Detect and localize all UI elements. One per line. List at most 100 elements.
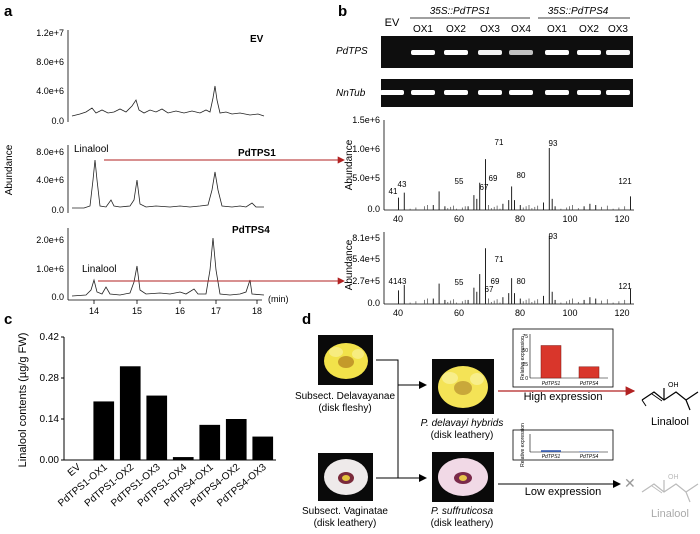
y-tick: 1.5e+6 <box>352 115 380 125</box>
product-linalool-bottom: Linalool <box>651 508 689 520</box>
mini-chart-low: Relative expression PdTPS1 PdTPS4 <box>512 423 614 467</box>
panel-d: d Subsect. Delavayanae (disk fleshy) Sub… <box>295 311 699 529</box>
panel-a-ylabel: Abundance <box>4 144 15 195</box>
y-tick: 0.0 <box>367 204 380 214</box>
peak-label: 67 <box>480 183 489 192</box>
chromatogram-line <box>71 85 265 117</box>
mini-y-tick: 75 <box>522 334 528 340</box>
gel-band <box>577 90 601 95</box>
y-tick: 0.0 <box>51 205 64 215</box>
x-tick: 40 <box>393 214 403 224</box>
bar <box>146 395 168 460</box>
panel-b: b EV 35S::PdTPS1 35S::PdTPS4 OX1 OX2 OX3 OX… <box>336 3 634 318</box>
mini-category: PdTPS4 <box>580 381 599 387</box>
mini-category: PdTPS1 <box>542 381 561 387</box>
lane-label: OX3 <box>480 24 500 35</box>
lane-label: OX2 <box>446 24 466 35</box>
peak-label: 71 <box>495 255 504 264</box>
y-tick: 8.0e+6 <box>36 57 64 67</box>
bands-pdtps <box>411 50 630 55</box>
gel-band <box>606 90 630 95</box>
panel-a: a Abundance EV 1.2e+7 8.0e+6 4.0e+6 0.0 … <box>4 3 345 316</box>
group-header-1: 35S::PdTPS1 <box>430 6 491 17</box>
x-tick: 16 <box>175 306 185 316</box>
y-tick: 0.0 <box>51 292 64 302</box>
x-tick: 100 <box>562 214 577 224</box>
flower-photo-suffruticosa <box>432 452 494 502</box>
peak-label: 71 <box>495 138 504 147</box>
mass-spectrum-2: Abundance 8.1e+5 5.4e+5 2.7e+5 0.0 41 43… <box>344 232 634 318</box>
x-tick: 80 <box>515 214 525 224</box>
mini-ylabel: Relative expression <box>520 336 526 380</box>
peak-label: 43 <box>398 277 407 286</box>
mini-y-tick: 25 <box>522 362 528 368</box>
label-high-expression: High expression <box>524 391 603 403</box>
mini-bars-high <box>540 345 600 379</box>
caption-vaginatae-1: Subsect. Vaginatae <box>302 506 388 517</box>
bar <box>252 436 274 460</box>
bar <box>172 457 194 460</box>
mass-spectrum-1: Abundance 1.5e+6 1.0e+6 5.0e+5 0.0 41 43… <box>344 115 634 224</box>
x-tick: 40 <box>393 308 403 318</box>
panel-label-c: c <box>4 311 12 328</box>
bar <box>119 366 141 460</box>
y-tick: 1.2e+7 <box>36 28 64 38</box>
lane-label: OX1 <box>547 24 567 35</box>
y-tick: 2.7e+5 <box>352 276 380 286</box>
oh-label: OH <box>668 382 679 389</box>
y-tick: 0.0 <box>367 298 380 308</box>
bar <box>225 419 247 460</box>
cross-icon: ✕ <box>624 475 636 491</box>
y-tick: 1.0e+6 <box>352 144 380 154</box>
gel-band <box>444 50 468 55</box>
gel-band <box>411 90 435 95</box>
mini-category: PdTPS4 <box>580 454 599 460</box>
flower-photo-delavayi-hybrid <box>432 359 494 414</box>
bar <box>93 401 115 460</box>
y-tick-label: 0.28 <box>40 373 60 384</box>
gene-row-label: NnTub <box>336 88 366 99</box>
peak-annotation: Linalool <box>82 264 116 275</box>
trace-title: PdTPS1 <box>238 148 276 159</box>
lane-label: OX3 <box>608 24 628 35</box>
mini-category: PdTPS1 <box>542 454 561 460</box>
caption-hybrid-2: (disk leathery) <box>431 430 494 441</box>
panel-label-d: d <box>302 311 311 328</box>
lane-labels: OX1 OX2 OX3 OX4 OX1 OX2 OX3 <box>413 24 628 35</box>
spectrum-peaks <box>398 148 631 210</box>
trace-ev: EV 1.2e+7 8.0e+6 4.0e+6 0.0 <box>36 28 265 126</box>
peak-label: 55 <box>455 278 464 287</box>
mini-bar <box>540 345 562 379</box>
gel-band <box>444 90 468 95</box>
spectrum-ylabel: Abundance <box>344 139 355 190</box>
bar-chart: 0.000.140.280.42EVPdTPS1-OX1PdTPS1-OX2Pd… <box>40 332 276 509</box>
lane-label: OX2 <box>579 24 599 35</box>
flower-photo-vaginatae <box>318 453 373 501</box>
trace-pdtps4: PdTPS4 Linalool 2.0e+6 1.0e+6 0.0 <box>36 225 270 302</box>
x-tick: 60 <box>454 308 464 318</box>
linalool-structure-bottom <box>641 480 699 503</box>
group-header-2: 35S::PdTPS4 <box>548 6 609 17</box>
cross-connector <box>376 359 399 479</box>
x-tick: 100 <box>562 308 577 318</box>
peak-label: 55 <box>455 177 464 186</box>
gel-band <box>509 90 533 95</box>
oh-label-faded: OH <box>668 474 679 481</box>
lane-label: OX4 <box>511 24 531 35</box>
bar <box>199 424 221 460</box>
x-tick: 80 <box>515 308 525 318</box>
peak-label: 93 <box>549 139 558 148</box>
x-tick: 18 <box>252 306 262 316</box>
peak-annotation: Linalool <box>74 144 108 155</box>
gel-band <box>509 50 533 55</box>
trace-title: PdTPS4 <box>232 225 270 236</box>
x-tick: 14 <box>89 306 99 316</box>
peak-label: 121 <box>618 282 632 291</box>
product-linalool-top: Linalool <box>651 416 689 428</box>
trace-pdtps1: PdTPS1 Linalool 8.0e+6 4.0e+6 0.0 <box>36 144 276 215</box>
gel-band <box>380 90 404 95</box>
caption-hybrid-1: P. delavayi hybrids <box>421 418 504 429</box>
mini-ylabel: Relative expression <box>520 423 526 467</box>
gel-band <box>545 90 569 95</box>
